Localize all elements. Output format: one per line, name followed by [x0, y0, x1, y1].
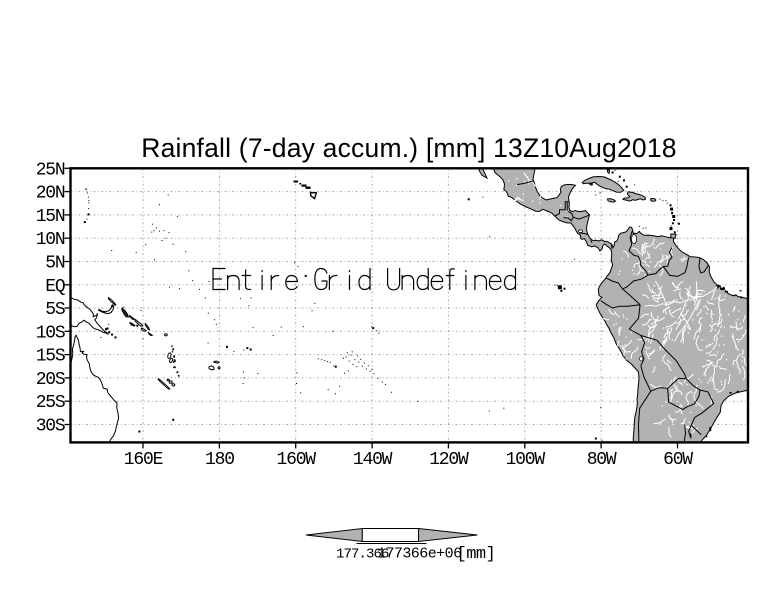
svg-text:20S: 20S — [36, 370, 65, 390]
svg-text:25S: 25S — [36, 393, 65, 413]
svg-text:15N: 15N — [36, 207, 65, 227]
svg-text:10N: 10N — [36, 230, 65, 250]
svg-text:140W: 140W — [353, 450, 393, 470]
svg-text:30S: 30S — [36, 417, 65, 437]
svg-text:10S: 10S — [36, 323, 65, 343]
svg-text:80W: 80W — [587, 450, 617, 470]
svg-text:15S: 15S — [36, 347, 65, 367]
svg-text:160W: 160W — [276, 450, 316, 470]
svg-text:160E: 160E — [124, 450, 163, 470]
svg-text:Rainfall (7-day accum.) [mm] 1: Rainfall (7-day accum.) [mm] 13Z10Aug201… — [141, 133, 677, 163]
svg-text:5N: 5N — [45, 254, 65, 274]
svg-text:177.366: 177.366 — [336, 547, 389, 563]
svg-text:180: 180 — [205, 450, 234, 470]
svg-text:120W: 120W — [429, 450, 469, 470]
svg-text:100W: 100W — [506, 450, 546, 470]
svg-text:20N: 20N — [36, 184, 65, 204]
svg-text:[mm]: [mm] — [457, 545, 496, 564]
svg-text:5S: 5S — [45, 300, 65, 320]
svg-text:EQ: EQ — [45, 277, 65, 297]
svg-text:25N: 25N — [36, 160, 65, 180]
svg-text:177366e+06: 177366e+06 — [377, 546, 462, 563]
svg-text:60W: 60W — [663, 450, 693, 470]
